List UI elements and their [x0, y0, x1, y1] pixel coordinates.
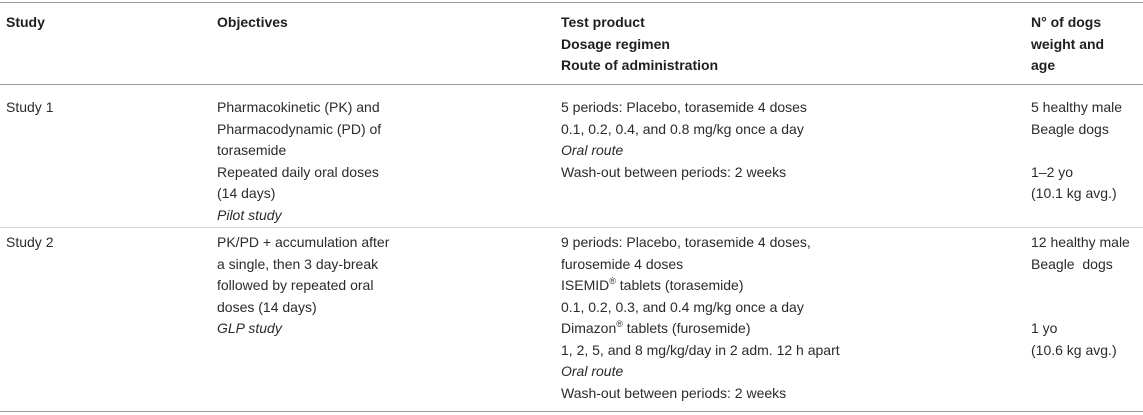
header-objectives: Objectives: [217, 14, 288, 30]
isemid-name: ISEMID: [561, 277, 610, 293]
header-dogs-line: N° of dogs: [1031, 14, 1102, 30]
row1-dogs: 5 healthy male Beagle dogs 1–2 yo (10.1 …: [1031, 97, 1122, 205]
row1-dogs-spacer: [1031, 140, 1122, 162]
header-weight-line: weight and: [1031, 35, 1105, 52]
row1-washout-line: Wash-out between periods: 2 weeks: [561, 163, 787, 180]
header-test-product-line: Test product: [561, 14, 645, 30]
header-test-product: Test product Dosage regimen Route of adm…: [561, 12, 718, 77]
dimazon-desc: tablets (furosemide): [622, 320, 751, 336]
header-age-line: age: [1031, 57, 1056, 73]
row1-objective-line: Pharmacodynamic (PD) of: [217, 120, 382, 137]
row1-objective-line: (14 days): [217, 185, 276, 201]
row1-study-type: Pilot study: [217, 206, 282, 223]
row2-isemid-line: ISEMID® tablets (torasemide): [561, 275, 840, 297]
row2-isemid-dosage: 0.1, 0.2, 0.3, and 0.4 mg/kg once a day: [561, 298, 804, 315]
row2-dogs-breed: Beagle dogs: [1031, 255, 1113, 272]
row1-dogs-breed: Beagle dogs: [1031, 120, 1109, 137]
row1-dosage-line: 0.1, 0.2, 0.4, and 0.8 mg/kg once a day: [561, 120, 804, 137]
row2-dimazon-line: Dimazon® tablets (furosemide): [561, 318, 840, 340]
row2-study: Study 2: [6, 234, 54, 250]
row1-objective-line: Pharmacokinetic (PK) and: [217, 99, 380, 115]
row1-dogs-count: 5 healthy male: [1031, 99, 1123, 115]
table-bottom-rule: [0, 411, 1143, 412]
row2-objective-line: doses (14 days): [217, 298, 317, 315]
row1-test-product: 5 periods: Placebo, torasemide 4 doses 0…: [561, 97, 807, 183]
row2-test-product: 9 periods: Placebo, torasemide 4 doses, …: [561, 232, 840, 404]
header-rule: [0, 84, 1143, 85]
row1-dogs-age: 1–2 yo: [1031, 163, 1074, 180]
row2-objective-line: followed by repeated oral: [217, 277, 374, 293]
row2-dogs: 12 healthy male Beagle dogs 1 yo (10.6 k…: [1031, 232, 1130, 361]
isemid-desc: tablets (torasemide): [615, 277, 744, 293]
row2-dogs-count: 12 healthy male: [1031, 234, 1130, 250]
registered-mark: ®: [609, 276, 616, 286]
row2-product-line: 9 periods: Placebo, torasemide 4 doses,: [561, 234, 811, 250]
row2-dogs-age: 1 yo: [1031, 320, 1058, 336]
row2-dogs-weight: (10.6 kg avg.): [1031, 341, 1117, 358]
dimazon-name: Dimazon: [561, 320, 617, 336]
header-dosage-line: Dosage regimen: [561, 35, 670, 52]
row1-objectives: Pharmacokinetic (PK) and Pharmacodynamic…: [217, 97, 381, 226]
table-top-rule: [0, 2, 1143, 3]
row2-study-type: GLP study: [217, 320, 282, 336]
registered-mark: ®: [616, 319, 623, 329]
row1-objective-line: Repeated daily oral doses: [217, 163, 379, 180]
row2-objective-line: a single, then 3 day-break: [217, 255, 379, 272]
row2-washout-line: Wash-out between periods: 2 weeks: [561, 384, 787, 401]
row-divider: [0, 227, 1143, 228]
row2-dimazon-dosage: 1, 2, 5, and 8 mg/kg/day in 2 adm. 12 h …: [561, 341, 840, 358]
row1-dogs-weight: (10.1 kg avg.): [1031, 185, 1117, 201]
header-dogs: N° of dogs weight and age: [1031, 12, 1104, 77]
row2-objectives: PK/PD + accumulation after a single, the…: [217, 232, 389, 340]
header-route-line: Route of administration: [561, 57, 719, 73]
row1-objective-line: torasemide: [217, 142, 287, 158]
row2-dogs-spacer: [1031, 275, 1130, 297]
row1-study: Study 1: [6, 99, 54, 115]
row1-product-line: 5 periods: Placebo, torasemide 4 doses: [561, 99, 807, 115]
row1-route-line: Oral route: [561, 142, 624, 158]
row2-product-line: furosemide 4 doses: [561, 255, 684, 272]
row2-objective-line: PK/PD + accumulation after: [217, 234, 390, 250]
row2-route-line: Oral route: [561, 363, 624, 379]
row2-dogs-spacer: [1031, 297, 1130, 319]
header-study: Study: [6, 14, 45, 30]
